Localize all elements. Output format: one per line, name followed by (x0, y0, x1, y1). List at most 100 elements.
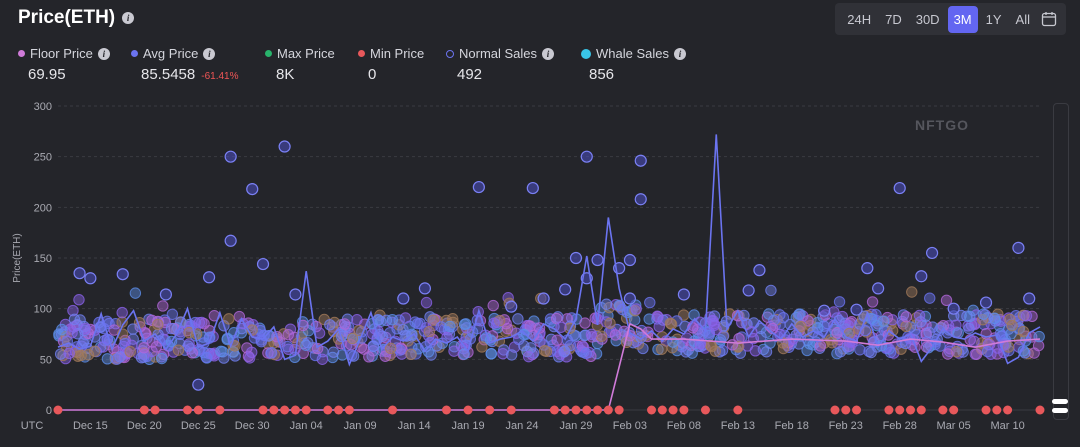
normal-sale-point (265, 347, 278, 359)
normal-sale-point (487, 299, 499, 312)
min-sale-point (852, 405, 862, 415)
avg-label: Avg Price (143, 46, 199, 61)
title-text: Price(ETH) (18, 7, 116, 28)
normal-sale-point (595, 330, 608, 342)
info-icon[interactable]: i (203, 47, 216, 60)
normal-sale-point (653, 320, 665, 333)
normal-sale-point (111, 353, 123, 365)
normal-sale-point (448, 345, 460, 357)
range-7d-button[interactable]: 7D (885, 11, 902, 27)
normal-sale-point (444, 320, 456, 333)
whale-sale-point (472, 180, 485, 194)
min-sale-point (334, 405, 344, 415)
range-all-button[interactable]: All (1015, 11, 1030, 27)
stat-whale-sales: Whale Sales i 856 (581, 46, 686, 83)
normal-sale-point (282, 328, 295, 341)
normal-sale-point (1033, 330, 1045, 343)
normal-sale-point (552, 311, 564, 323)
normal-sale-point (223, 313, 235, 325)
normal-sale-point (512, 313, 524, 325)
zoom-handle-bottom[interactable] (1052, 408, 1068, 413)
normal-sale-point (68, 313, 81, 326)
normal-sale-point (924, 292, 936, 304)
whale-sale-point (850, 303, 863, 316)
whale-sale-point (246, 182, 259, 196)
range-24h-button[interactable]: 24H (847, 11, 872, 27)
normal-sale-point (710, 323, 722, 336)
range-3m-button[interactable]: 3M (947, 5, 978, 33)
info-icon[interactable]: i (122, 12, 135, 24)
normal-sale-point (166, 308, 179, 321)
max-value: 8K (276, 66, 295, 83)
normal-sale-point (458, 318, 471, 331)
x-tick-label: Mar 05 (937, 420, 971, 432)
normal-sale-point (794, 308, 806, 320)
x-tick-label: Feb 03 (613, 420, 647, 432)
avg-change: -61.41% (201, 71, 239, 82)
normal-sale-point (705, 340, 718, 353)
x-axis-start-label: UTC (21, 420, 44, 432)
min-sale-point (549, 405, 559, 415)
whale-sale-point (893, 181, 906, 195)
x-tick-label: Feb 08 (667, 420, 701, 432)
normal-sale-point (854, 344, 866, 356)
normal-sale-point (427, 314, 439, 326)
whale-sale-point (537, 292, 550, 305)
x-tick-label: Dec 20 (127, 420, 162, 432)
whale-sale-point (505, 300, 518, 313)
normal-sale-point (708, 317, 720, 330)
x-tick-label: Mar 10 (991, 420, 1025, 432)
normal-sale-point (435, 321, 447, 333)
normal-sale-point (651, 310, 664, 322)
normal-sale-point (732, 341, 744, 353)
min-sale-point (906, 405, 916, 415)
stat-floor-price: Floor Price i 69.95 (18, 46, 110, 83)
normal-sale-point (878, 315, 890, 327)
range-1y-button[interactable]: 1Y (985, 11, 1002, 27)
normal-sale-point (964, 310, 976, 323)
whale-sale-point (526, 181, 539, 195)
normal-sale-point (89, 345, 101, 357)
min-sale-point (679, 405, 689, 415)
normal-sale-point (524, 320, 536, 332)
zoom-handle-top[interactable] (1052, 399, 1068, 404)
normal-sale-point (394, 344, 406, 356)
max-dot-icon (265, 50, 272, 57)
whale-sale-point (1023, 292, 1036, 305)
y-axis-label: Price(ETH) (12, 233, 23, 282)
normal-sale-point (152, 318, 164, 331)
whale-sale-point (979, 296, 993, 309)
normal-sale-point (977, 308, 990, 320)
whale-sale-point (202, 271, 216, 284)
normal-sale-point (1004, 313, 1016, 326)
normal-sale-point (405, 348, 417, 361)
whale-sale-point (818, 304, 831, 317)
whale-sale-point (84, 272, 97, 285)
whale-sale-point (569, 251, 583, 265)
y-tick-label: 0 (46, 405, 52, 417)
whale-sale-point (915, 270, 928, 283)
normal-sale-point (116, 306, 128, 319)
normal-sale-point (904, 321, 917, 333)
info-icon[interactable]: i (673, 47, 686, 60)
normal-sale-point (324, 319, 336, 331)
normal-sale-point (172, 344, 185, 356)
normal-sale-point (629, 305, 641, 317)
info-icon[interactable]: i (97, 47, 110, 60)
min-sale-point (485, 405, 495, 415)
zoom-scrollbar[interactable] (1053, 103, 1069, 420)
normal-sale-point (193, 316, 206, 329)
normal-sale-point (505, 349, 518, 361)
normal-sale-point (680, 346, 692, 358)
normal-sale-point (302, 337, 314, 349)
min-sale-point (463, 405, 473, 415)
calendar-icon[interactable] (1038, 9, 1060, 29)
normal-sale-point (714, 346, 726, 358)
floor-value: 69.95 (28, 66, 66, 83)
page-title: Price(ETH) i (18, 7, 135, 29)
info-icon[interactable]: i (542, 47, 555, 60)
whale-sale-point (418, 282, 432, 295)
normal-sale-point (539, 345, 551, 357)
range-30d-button[interactable]: 30D (915, 11, 940, 27)
normal-sale-point (833, 296, 846, 308)
